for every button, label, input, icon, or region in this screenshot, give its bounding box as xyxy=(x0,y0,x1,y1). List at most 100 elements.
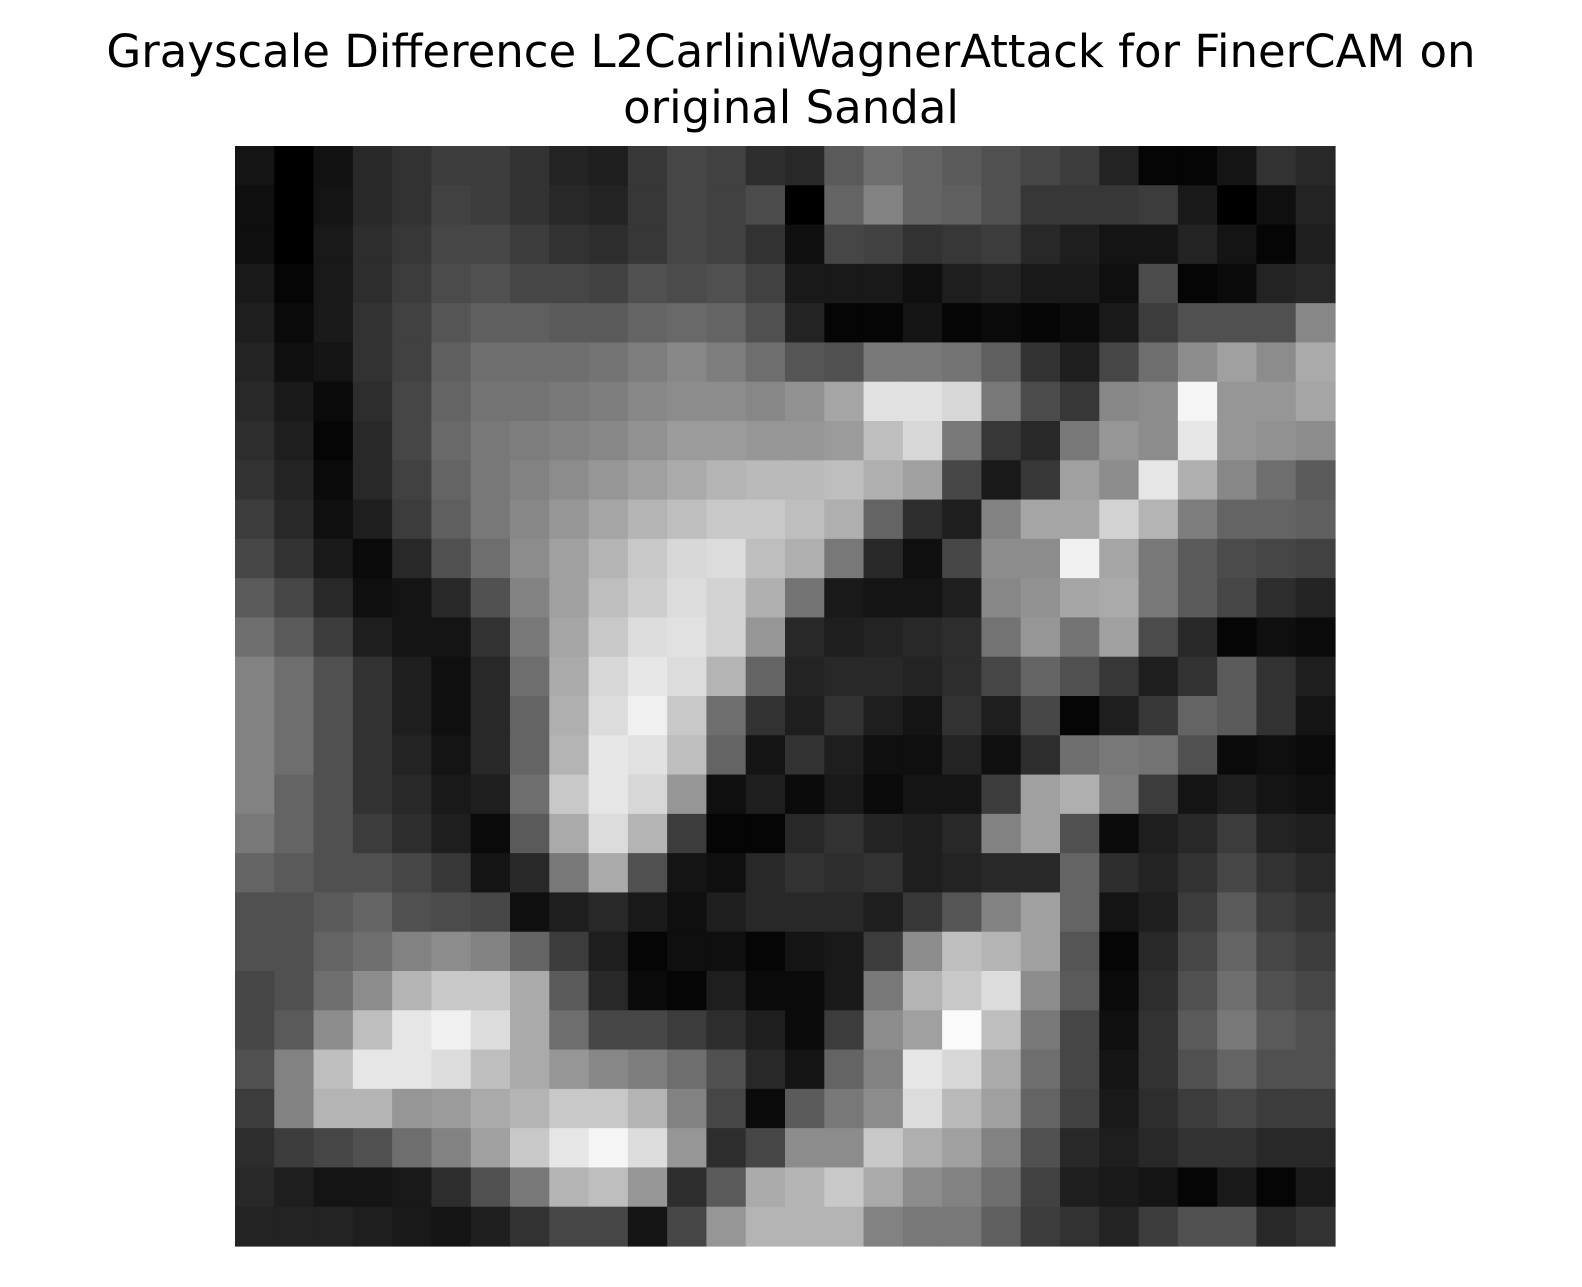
heatmap-cell-r21-c9 xyxy=(588,971,629,1011)
heatmap-cell-r2-c5 xyxy=(431,224,472,265)
heatmap-cell-r13-c17 xyxy=(902,656,943,697)
heatmap-cell-r24-c4 xyxy=(392,1088,433,1129)
heatmap-cell-r5-c22 xyxy=(1099,342,1140,383)
heatmap-cell-r5-c7 xyxy=(510,342,550,383)
heatmap-cell-r27-c25 xyxy=(1217,1206,1258,1247)
heatmap-cell-r23-c3 xyxy=(352,1049,393,1090)
heatmap-cell-r11-c5 xyxy=(431,578,472,619)
heatmap-cell-r12-c23 xyxy=(1138,617,1179,658)
heatmap-cell-r19-c20 xyxy=(1020,892,1061,933)
heatmap-cell-r3-c6 xyxy=(470,263,511,304)
heatmap-cell-r9-c24 xyxy=(1177,499,1218,540)
heatmap-cell-r20-c6 xyxy=(470,931,511,972)
heatmap-cell-r19-c19 xyxy=(981,892,1022,933)
heatmap-cell-r15-c18 xyxy=(942,735,983,776)
heatmap-cell-r23-c21 xyxy=(1060,1049,1100,1090)
heatmap-cell-r16-c21 xyxy=(1060,774,1100,815)
heatmap-cell-r6-c7 xyxy=(510,381,550,422)
heatmap-cell-r24-c2 xyxy=(313,1088,354,1129)
heatmap-cell-r7-c23 xyxy=(1138,421,1179,461)
heatmap-cell-r20-c9 xyxy=(588,931,629,972)
heatmap-cell-r10-c15 xyxy=(824,538,865,579)
heatmap-cell-r18-c14 xyxy=(785,853,825,894)
heatmap-cell-r20-c13 xyxy=(745,931,786,972)
heatmap-cell-r11-c16 xyxy=(863,578,904,619)
heatmap-cell-r3-c17 xyxy=(902,263,943,304)
heatmap-cell-r19-c6 xyxy=(470,892,511,933)
heatmap-cell-r21-c1 xyxy=(274,971,315,1011)
heatmap-cell-r20-c23 xyxy=(1138,931,1179,972)
heatmap-cell-r11-c22 xyxy=(1099,578,1140,619)
heatmap-cell-r24-c20 xyxy=(1020,1088,1061,1129)
heatmap-cell-r7-c16 xyxy=(863,421,904,461)
heatmap-cell-r16-c8 xyxy=(549,774,590,815)
heatmap-cell-r15-c24 xyxy=(1177,735,1218,776)
heatmap-cell-r15-c8 xyxy=(549,735,590,776)
heatmap-cell-r27-c26 xyxy=(1256,1206,1297,1247)
heatmap-cell-r21-c16 xyxy=(863,971,904,1011)
heatmap-cell-r13-c3 xyxy=(352,656,393,697)
heatmap-cell-r15-c21 xyxy=(1060,735,1100,776)
heatmap-cell-r22-c1 xyxy=(274,1010,315,1051)
heatmap-cell-r0-c20 xyxy=(1020,146,1061,186)
heatmap-cell-r14-c27 xyxy=(1295,696,1336,736)
heatmap-cell-r20-c18 xyxy=(942,931,983,972)
heatmap-cell-r17-c19 xyxy=(981,813,1022,854)
heatmap-cell-r25-c19 xyxy=(981,1128,1022,1169)
heatmap-cell-r19-c7 xyxy=(510,892,550,933)
heatmap-cell-r18-c0 xyxy=(235,853,275,894)
heatmap-cell-r14-c8 xyxy=(549,696,590,736)
heatmap-cell-r5-c19 xyxy=(981,342,1022,383)
heatmap-cell-r9-c8 xyxy=(549,499,590,540)
heatmap-cell-r15-c1 xyxy=(274,735,315,776)
heatmap-cell-r24-c23 xyxy=(1138,1088,1179,1129)
heatmap-cell-r10-c10 xyxy=(627,538,668,579)
heatmap-cell-r26-c23 xyxy=(1138,1167,1179,1208)
heatmap-cell-r15-c9 xyxy=(588,735,629,776)
heatmap-cell-r23-c6 xyxy=(470,1049,511,1090)
heatmap-cell-r15-c11 xyxy=(667,735,708,776)
heatmap-cell-r10-c4 xyxy=(392,538,433,579)
heatmap-cell-r24-c18 xyxy=(942,1088,983,1129)
heatmap-cell-r18-c8 xyxy=(549,853,590,894)
heatmap-cell-r7-c6 xyxy=(470,421,511,461)
heatmap-cell-r11-c11 xyxy=(667,578,708,619)
heatmap-cell-r0-c22 xyxy=(1099,146,1140,186)
heatmap-cell-r6-c10 xyxy=(627,381,668,422)
heatmap-cell-r9-c7 xyxy=(510,499,550,540)
heatmap-cell-r6-c19 xyxy=(981,381,1022,422)
heatmap-cell-r26-c13 xyxy=(745,1167,786,1208)
heatmap-cell-r24-c9 xyxy=(588,1088,629,1129)
heatmap-cell-r16-c14 xyxy=(785,774,825,815)
heatmap-cell-r27-c27 xyxy=(1295,1206,1336,1247)
heatmap-cell-r11-c25 xyxy=(1217,578,1258,619)
heatmap-cell-r5-c21 xyxy=(1060,342,1100,383)
heatmap-cell-r9-c6 xyxy=(470,499,511,540)
heatmap-cell-r12-c13 xyxy=(745,617,786,658)
heatmap-cell-r7-c9 xyxy=(588,421,629,461)
heatmap-cell-r6-c0 xyxy=(235,381,275,422)
heatmap-cell-r8-c9 xyxy=(588,460,629,501)
heatmap-cell-r17-c20 xyxy=(1020,813,1061,854)
heatmap-cell-r19-c10 xyxy=(627,892,668,933)
heatmap-cell-r19-c23 xyxy=(1138,892,1179,933)
heatmap-cell-r17-c22 xyxy=(1099,813,1140,854)
heatmap-cell-r6-c1 xyxy=(274,381,315,422)
heatmap-cell-r9-c10 xyxy=(627,499,668,540)
heatmap-cell-r5-c4 xyxy=(392,342,433,383)
heatmap-cell-r6-c13 xyxy=(745,381,786,422)
heatmap-cell-r23-c16 xyxy=(863,1049,904,1090)
heatmap-cell-r4-c16 xyxy=(863,303,904,344)
heatmap-cell-r9-c17 xyxy=(902,499,943,540)
heatmap-cell-r20-c1 xyxy=(274,931,315,972)
heatmap-cell-r8-c14 xyxy=(785,460,825,501)
heatmap-cell-r18-c27 xyxy=(1295,853,1336,894)
heatmap-cell-r21-c4 xyxy=(392,971,433,1011)
heatmap-cell-r16-c15 xyxy=(824,774,865,815)
heatmap-cell-r9-c2 xyxy=(313,499,354,540)
heatmap-cell-r26-c16 xyxy=(863,1167,904,1208)
heatmap-cell-r0-c10 xyxy=(627,146,668,186)
heatmap-cell-r19-c15 xyxy=(824,892,865,933)
heatmap-cell-r15-c5 xyxy=(431,735,472,776)
heatmap-cell-r2-c23 xyxy=(1138,224,1179,265)
